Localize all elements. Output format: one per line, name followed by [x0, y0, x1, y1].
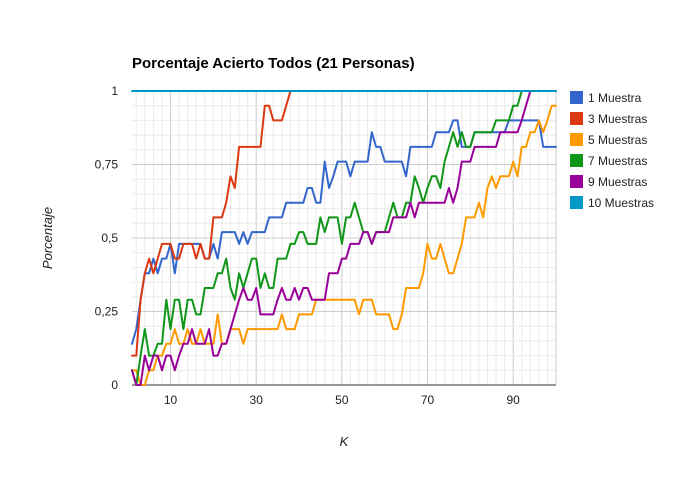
y-tick-label: 0,75 [95, 158, 119, 172]
legend-swatch [570, 112, 583, 125]
y-tick-label: 1 [111, 84, 118, 98]
legend-swatch [570, 133, 583, 146]
legend-swatch [570, 91, 583, 104]
x-tick-label: 30 [250, 393, 264, 407]
y-tick-label: 0 [111, 378, 118, 392]
x-tick-label: 90 [506, 393, 520, 407]
y-tick-label: 0,5 [101, 231, 118, 245]
legend-label: 9 Muestras [588, 175, 647, 189]
legend-label: 1 Muestra [588, 91, 642, 105]
x-tick-label: 50 [335, 393, 349, 407]
series-line-9-muestras [131, 90, 557, 386]
legend-swatch [570, 175, 583, 188]
series-lines [131, 90, 557, 386]
series-line-5-muestras [131, 104, 557, 386]
legend-label: 5 Muestras [588, 133, 647, 147]
x-tick-label: 10 [164, 393, 178, 407]
axes: 10 30 50 70 90 0 0,25 0,5 0,75 1 [95, 84, 556, 407]
chart-title: Porcentaje Acierto Todos (21 Personas) [132, 55, 415, 72]
legend-swatch [570, 196, 583, 209]
legend-label: 7 Muestras [588, 154, 647, 168]
legend: 1 Muestra 3 Muestras 5 Muestras 7 Muestras 9… [570, 91, 654, 210]
series-line-7-muestras [131, 90, 557, 386]
y-tick-label: 0,25 [95, 305, 119, 319]
grid [132, 90, 557, 385]
x-tick-label: 70 [421, 393, 435, 407]
legend-label: 3 Muestras [588, 112, 647, 126]
legend-label: 10 Muestras [588, 196, 654, 210]
y-axis-label: Porcentaje [40, 207, 55, 269]
legend-swatch [570, 154, 583, 167]
x-axis-label: K [340, 434, 350, 449]
